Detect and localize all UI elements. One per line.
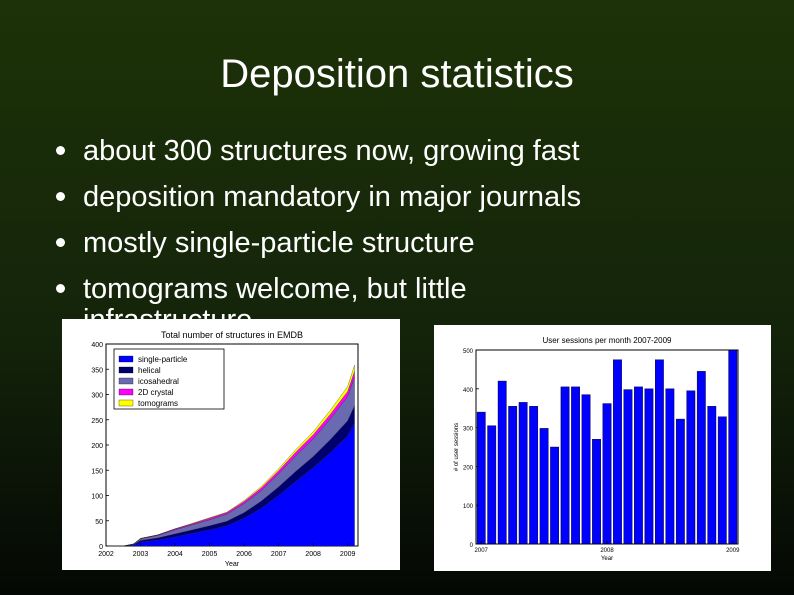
bullet-item: deposition mandatory in major journals: [56, 174, 581, 220]
bullet-item: tomograms welcome, but little: [56, 266, 581, 312]
bullet-text: mostly single-particle structure: [83, 227, 475, 259]
bar: [602, 403, 612, 545]
x-tick-label: 2007: [475, 548, 489, 554]
emdb-structures-chart: Total number of structures in EMDB 0 50 100…: [62, 319, 400, 570]
bar: [518, 402, 528, 545]
bar: [696, 371, 706, 545]
bar: [497, 380, 507, 545]
legend-label: helical: [138, 366, 161, 375]
legend-swatch: [118, 399, 134, 407]
bullet-text: about 300 structures now, growing fast: [83, 135, 580, 167]
bar: [686, 390, 696, 545]
bar: [728, 349, 738, 545]
legend-label: tomograms: [138, 399, 178, 408]
bullet-item: about 300 structures now, growing fast: [56, 128, 581, 174]
bar: [476, 411, 486, 545]
bullet-text: deposition mandatory in major journals: [83, 181, 582, 213]
chart-title: Total number of structures in EMDB: [161, 330, 303, 340]
bar: [529, 406, 539, 545]
bar: [644, 388, 654, 545]
bar: [675, 418, 685, 545]
x-tick-label: 2009: [340, 551, 356, 558]
y-tick-label: 0: [470, 543, 474, 549]
bullet-list: about 300 structures now, growing fast d…: [56, 128, 581, 312]
y-tick-label: 200: [463, 465, 474, 471]
bar: [665, 388, 675, 545]
bar: [571, 386, 580, 545]
y-tick-label: 500: [463, 349, 474, 355]
bar: [655, 359, 664, 545]
y-tick-label: 50: [95, 519, 103, 526]
legend-label: icosahedral: [138, 377, 179, 386]
y-axis-label: # of user sessions: [454, 423, 460, 471]
user-sessions-chart: User sessions per month 2007-2009 0 100 200…: [434, 325, 771, 571]
area-tomograms: [106, 365, 355, 547]
x-tick-label: 2003: [133, 551, 149, 558]
y-tick-label: 0: [99, 544, 103, 551]
bar: [707, 406, 717, 545]
bar: [539, 428, 549, 545]
y-tick-label: 150: [91, 468, 103, 475]
x-tick-label: 2007: [271, 551, 287, 558]
y-tick-label: 100: [91, 494, 103, 501]
user-sessions-svg: User sessions per month 2007-2009 0 100 200…: [454, 336, 740, 562]
x-tick-label: 2008: [600, 548, 614, 554]
legend-label: single-particle: [138, 355, 188, 364]
bar: [634, 386, 643, 545]
legend-swatch: [118, 388, 134, 396]
bullet-dot-icon: [56, 192, 65, 201]
y-tick-label: 250: [91, 418, 103, 425]
emdb-structures-svg: Total number of structures in EMDB 0 50 100…: [91, 330, 359, 568]
y-tick-label: 100: [463, 504, 474, 510]
bullet-dot-icon: [56, 146, 65, 155]
bar: [592, 439, 601, 545]
y-tick-label: 400: [91, 342, 103, 349]
x-axis-label: Year: [225, 561, 240, 568]
x-tick-label: 2004: [167, 551, 183, 558]
bar: [717, 416, 727, 545]
bar: [623, 389, 633, 545]
y-tick-label: 300: [91, 393, 103, 400]
x-tick-label: 2008: [305, 551, 321, 558]
x-tick-label: 2009: [726, 548, 740, 554]
y-tick-label: 400: [463, 388, 474, 394]
chart-title: User sessions per month 2007-2009: [543, 336, 673, 345]
bar: [560, 386, 570, 545]
legend-label: 2D crystal: [138, 388, 174, 397]
bullet-text: tomograms welcome, but little: [83, 273, 467, 305]
x-tick-label: 2002: [98, 551, 114, 558]
x-axis-label: Year: [601, 556, 613, 562]
bullet-dot-icon: [56, 238, 65, 247]
y-tick-label: 200: [91, 443, 103, 450]
slide-title: Deposition statistics: [220, 52, 574, 96]
legend-swatch: [118, 366, 134, 374]
bar: [550, 446, 559, 545]
bar: [487, 425, 497, 545]
bar: [508, 406, 518, 545]
x-tick-label: 2005: [202, 551, 218, 558]
legend-swatch: [118, 355, 134, 363]
bullet-dot-icon: [56, 284, 65, 293]
y-tick-label: 300: [463, 427, 474, 433]
bullet-item: mostly single-particle structure: [56, 220, 581, 266]
bar: [613, 359, 622, 545]
bar: [581, 394, 591, 545]
y-tick-label: 350: [91, 367, 103, 374]
x-tick-label: 2006: [236, 551, 252, 558]
legend-swatch: [118, 377, 134, 385]
